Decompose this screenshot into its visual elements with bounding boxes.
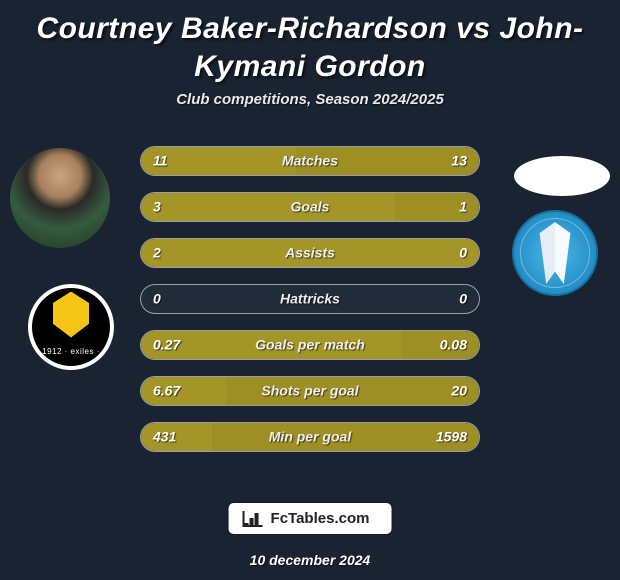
season-subtitle: Club competitions, Season 2024/2025 bbox=[0, 91, 620, 108]
club-left-logo bbox=[28, 284, 114, 370]
stat-label: Assists bbox=[141, 245, 479, 261]
player-right-avatar bbox=[514, 156, 610, 196]
stat-label: Goals per match bbox=[141, 337, 479, 353]
club-right-logo bbox=[512, 210, 598, 296]
stat-row: 31Goals bbox=[140, 192, 480, 222]
stat-label: Goals bbox=[141, 199, 479, 215]
stat-row: 00Hattricks bbox=[140, 284, 480, 314]
comparison-content: 1113Matches 31Goals 20Assists 00Hattricks 0.… bbox=[0, 136, 620, 496]
stat-row: 1113Matches bbox=[140, 146, 480, 176]
player-left-avatar bbox=[10, 148, 110, 248]
stat-row: 6.6720Shots per goal bbox=[140, 376, 480, 406]
page-title: Courtney Baker-Richardson vs John-Kymani… bbox=[0, 0, 620, 91]
stats-list: 1113Matches 31Goals 20Assists 00Hattricks 0.… bbox=[140, 146, 480, 468]
stat-row: 4311598Min per goal bbox=[140, 422, 480, 452]
stat-row: 0.270.08Goals per match bbox=[140, 330, 480, 360]
footer-date: 10 december 2024 bbox=[0, 552, 620, 568]
stat-label: Matches bbox=[141, 153, 479, 169]
stat-row: 20Assists bbox=[140, 238, 480, 268]
stat-label: Min per goal bbox=[141, 429, 479, 445]
stat-label: Hattricks bbox=[141, 291, 479, 307]
stat-label: Shots per goal bbox=[141, 383, 479, 399]
brand-badge[interactable]: FcTables.com bbox=[229, 503, 392, 534]
